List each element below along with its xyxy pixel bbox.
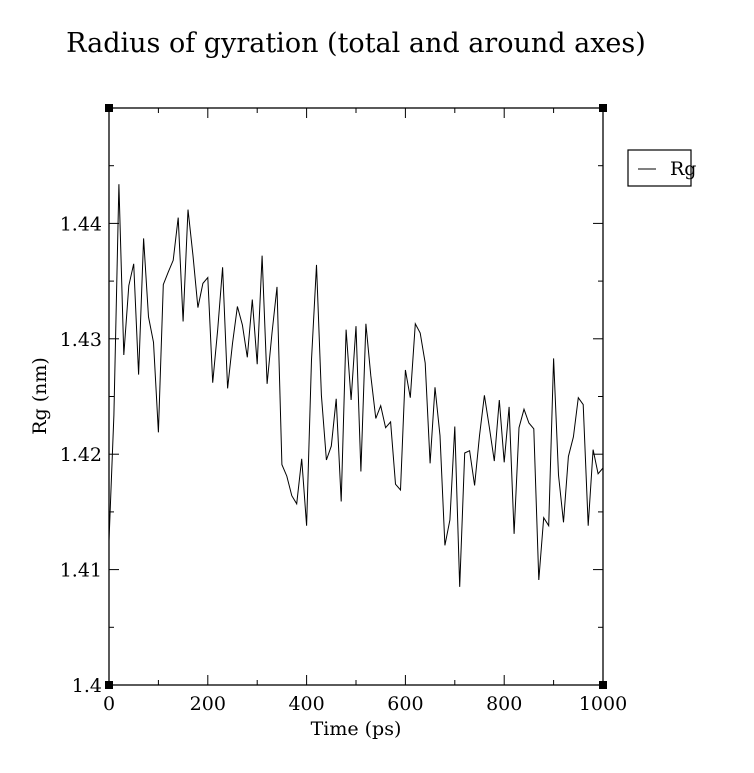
x-axis-ticks: 0 200 400 600 800 1000 xyxy=(103,108,627,715)
x-tick-label: 600 xyxy=(387,693,423,715)
y-axis-ticks: 1.4 1.41 1.42 1.43 1.44 xyxy=(60,165,603,697)
y-tick-label: 1.4 xyxy=(72,675,102,697)
legend-label-rg: Rg xyxy=(670,158,696,180)
plot-corner-markers xyxy=(105,104,607,689)
y-tick-label: 1.41 xyxy=(60,560,102,582)
x-tick-label: 0 xyxy=(103,693,115,715)
y-axis-label: Rg (nm) xyxy=(29,357,51,435)
x-axis-label: Time (ps) xyxy=(311,718,402,740)
series-line-rg xyxy=(108,184,604,587)
y-tick-label: 1.43 xyxy=(60,329,102,351)
x-tick-label: 400 xyxy=(288,693,324,715)
legend: Rg xyxy=(627,149,696,187)
y-tick-label: 1.42 xyxy=(60,444,102,466)
plot-frame xyxy=(108,107,604,686)
chart-title: Radius of gyration (total and around axe… xyxy=(66,28,646,59)
x-tick-label: 800 xyxy=(486,693,522,715)
x-tick-label: 200 xyxy=(190,693,226,715)
y-tick-label: 1.44 xyxy=(60,213,102,235)
legend-box xyxy=(627,149,692,187)
x-tick-label: 1000 xyxy=(579,693,627,715)
